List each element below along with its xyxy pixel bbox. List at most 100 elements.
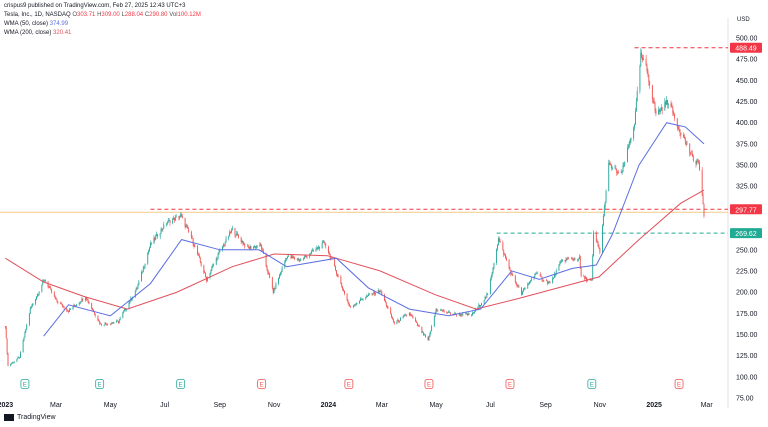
candle-body	[616, 169, 618, 174]
candle-body	[596, 241, 598, 243]
x-tick-label: Sep	[214, 402, 227, 409]
candle-body	[81, 298, 83, 302]
candle-body	[365, 297, 367, 299]
ohlc-high: 309.00	[101, 12, 120, 18]
candle-body	[430, 330, 432, 334]
candle-body	[549, 282, 551, 284]
earnings-marker-letter: E	[98, 383, 102, 389]
candle-body	[236, 233, 238, 236]
candle-body	[159, 233, 161, 237]
earnings-marker-letter: E	[427, 383, 431, 389]
candle-body	[193, 243, 195, 247]
candle-body	[212, 265, 214, 268]
candle-body	[548, 282, 550, 283]
earnings-marker-icon	[257, 379, 267, 389]
candle-body	[440, 309, 442, 311]
candle-body	[328, 252, 330, 254]
candle-body	[173, 217, 174, 220]
wma50-value: 374.99	[49, 21, 69, 27]
earnings-marker-letter: E	[260, 383, 264, 389]
candle-body	[5, 327, 7, 339]
candle-body	[106, 323, 108, 325]
candle-body	[655, 110, 657, 115]
candle-body	[590, 279, 592, 281]
y-tick-label: 450.00	[736, 78, 758, 85]
candle-body	[379, 291, 381, 292]
candle-body	[286, 258, 288, 259]
candle-body	[659, 109, 660, 112]
candle-body	[534, 274, 536, 277]
candle-body	[536, 273, 538, 275]
earnings-marker-icon	[20, 379, 30, 389]
candle-body	[72, 307, 74, 310]
candle-body	[455, 313, 457, 315]
candle-body	[248, 247, 250, 249]
candle-body	[144, 263, 146, 267]
candle-body	[267, 269, 269, 274]
candle-body	[492, 267, 494, 273]
candle-body	[702, 195, 704, 205]
candle-body	[35, 299, 37, 304]
candle-body	[25, 329, 27, 333]
candle-body	[416, 321, 417, 323]
y-tick-label: 175.00	[736, 311, 758, 318]
published-line: crispus9 published on TradingView.com, F…	[4, 3, 186, 9]
candle-body	[409, 313, 411, 316]
candle-body	[621, 172, 623, 173]
candle-body	[113, 322, 115, 324]
candle-body	[568, 258, 570, 260]
candle-body	[692, 156, 694, 161]
level-support-badge-label: 269.62	[735, 231, 757, 238]
candle-body	[311, 250, 313, 252]
x-tick-label: Nov	[594, 402, 607, 409]
candle-body	[44, 280, 45, 281]
y-tick-label: 125.00	[736, 353, 758, 360]
earnings-marker-icon	[424, 379, 434, 389]
y-tick-label: 425.00	[736, 99, 758, 106]
candle-body	[485, 297, 487, 298]
candle-body	[4, 326, 6, 328]
candle-body	[12, 362, 13, 364]
candle-body	[260, 244, 262, 245]
candle-body	[446, 311, 448, 313]
candle-body	[505, 254, 506, 258]
candle-body	[359, 300, 361, 304]
x-tick-label: 2025	[646, 402, 662, 409]
candle-body	[48, 286, 50, 288]
candle-body	[110, 323, 112, 324]
candle-body	[274, 288, 276, 289]
tradingview-logo[interactable]: TradingView	[4, 414, 56, 421]
candle-body	[559, 263, 561, 266]
candle-body	[310, 253, 312, 255]
candle-body	[672, 107, 674, 114]
candle-body	[399, 320, 401, 322]
candle-body	[32, 303, 34, 305]
ohlc-low: 288.04	[124, 12, 144, 18]
candle-body	[19, 357, 21, 358]
candle-body	[243, 243, 245, 245]
candle-body	[336, 273, 338, 276]
candle-body	[230, 232, 231, 233]
candle-body	[402, 316, 404, 319]
candle-body	[679, 129, 681, 133]
candle-body	[11, 363, 13, 365]
candle-body	[292, 256, 294, 258]
candle-body	[578, 256, 580, 260]
candle-body	[23, 337, 25, 341]
candle-body	[24, 332, 26, 338]
candle-body	[287, 256, 288, 259]
candle-body	[411, 315, 413, 317]
candle-body	[398, 319, 400, 322]
candle-body	[62, 306, 64, 307]
candle-body	[547, 282, 549, 284]
candle-body	[104, 323, 106, 325]
candle-body	[459, 313, 461, 316]
candle-body	[28, 313, 30, 325]
candle-body	[460, 314, 462, 316]
candle-body	[190, 231, 192, 238]
candle-body	[76, 304, 77, 306]
candle-body	[647, 70, 649, 75]
candle-body	[184, 217, 186, 227]
candle-body	[545, 280, 547, 281]
